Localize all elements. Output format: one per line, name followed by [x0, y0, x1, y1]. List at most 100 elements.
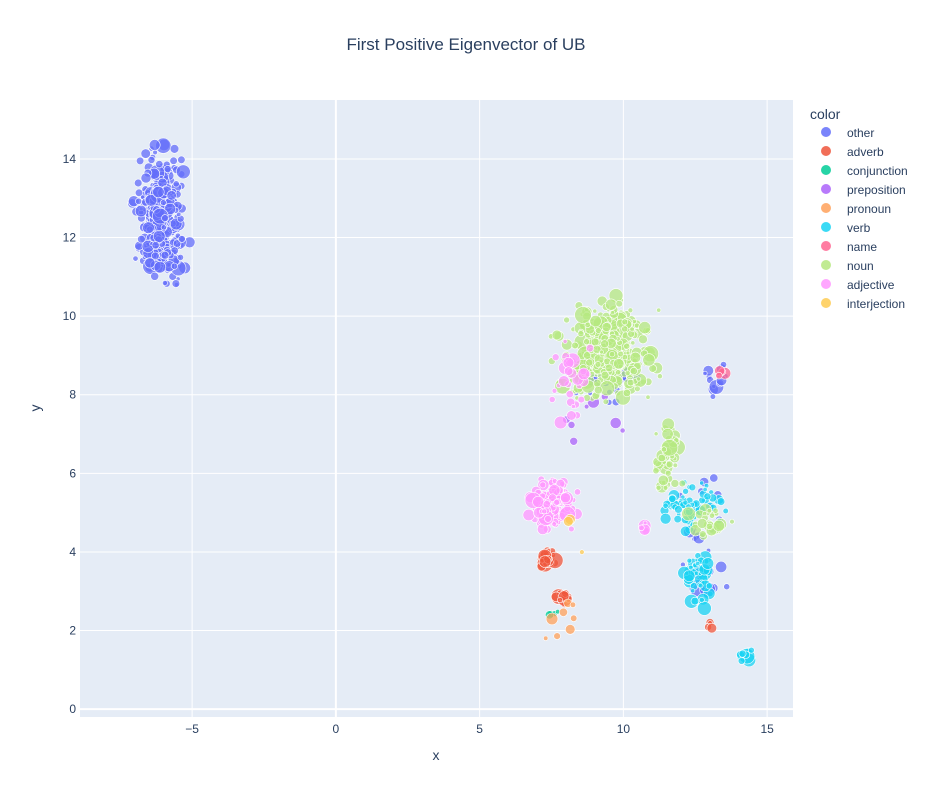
- data-point[interactable]: [134, 178, 143, 188]
- data-point[interactable]: [621, 318, 629, 326]
- data-point[interactable]: [148, 139, 161, 151]
- data-point[interactable]: [600, 339, 610, 349]
- data-point[interactable]: [682, 487, 689, 495]
- data-point[interactable]: [560, 492, 571, 504]
- data-point[interactable]: [571, 341, 579, 350]
- data-point[interactable]: [137, 235, 146, 244]
- data-point[interactable]: [142, 221, 155, 234]
- legend-item-pronoun[interactable]: pronoun: [821, 202, 891, 216]
- data-point[interactable]: [600, 370, 610, 380]
- data-point[interactable]: [701, 557, 714, 570]
- data-point[interactable]: [706, 508, 712, 514]
- data-point[interactable]: [610, 310, 616, 316]
- data-point[interactable]: [605, 298, 618, 311]
- data-point[interactable]: [699, 480, 705, 486]
- data-point[interactable]: [163, 165, 172, 173]
- data-point[interactable]: [577, 367, 590, 381]
- data-point[interactable]: [170, 262, 178, 270]
- data-point[interactable]: [594, 361, 602, 368]
- data-point[interactable]: [696, 518, 708, 529]
- data-point[interactable]: [678, 479, 686, 488]
- data-point[interactable]: [690, 596, 700, 606]
- data-point[interactable]: [551, 387, 558, 394]
- data-point[interactable]: [543, 635, 549, 641]
- data-point[interactable]: [702, 486, 708, 492]
- legend-item-adjective[interactable]: adjective: [821, 278, 895, 292]
- data-point[interactable]: [697, 601, 712, 616]
- data-point[interactable]: [160, 224, 167, 231]
- data-point[interactable]: [723, 583, 731, 591]
- data-point[interactable]: [664, 469, 672, 477]
- data-point[interactable]: [642, 353, 656, 367]
- data-point[interactable]: [169, 144, 180, 154]
- data-point[interactable]: [645, 394, 651, 400]
- data-point[interactable]: [592, 378, 602, 388]
- data-point[interactable]: [665, 460, 674, 469]
- data-point[interactable]: [626, 378, 635, 387]
- data-point[interactable]: [583, 403, 590, 410]
- data-point[interactable]: [574, 306, 592, 324]
- data-point[interactable]: [577, 395, 585, 404]
- data-point[interactable]: [564, 624, 576, 635]
- data-point[interactable]: [563, 516, 574, 527]
- data-point[interactable]: [655, 484, 662, 491]
- data-point[interactable]: [615, 369, 622, 376]
- data-point[interactable]: [622, 388, 632, 398]
- data-point[interactable]: [712, 507, 719, 514]
- data-point[interactable]: [634, 385, 641, 392]
- data-point[interactable]: [729, 518, 735, 525]
- data-point[interactable]: [568, 525, 575, 533]
- data-point[interactable]: [567, 420, 576, 429]
- data-point[interactable]: [657, 474, 669, 486]
- data-point[interactable]: [673, 514, 682, 524]
- data-point[interactable]: [642, 520, 648, 526]
- data-point[interactable]: [602, 398, 609, 405]
- data-point[interactable]: [652, 467, 660, 475]
- data-point[interactable]: [599, 349, 604, 355]
- data-point[interactable]: [621, 354, 629, 361]
- data-point[interactable]: [619, 427, 626, 434]
- data-point[interactable]: [570, 404, 576, 409]
- data-point[interactable]: [722, 507, 729, 515]
- data-point[interactable]: [688, 564, 694, 571]
- data-point[interactable]: [177, 253, 184, 261]
- data-point[interactable]: [672, 462, 678, 468]
- data-point[interactable]: [177, 155, 186, 164]
- data-point[interactable]: [577, 330, 585, 338]
- data-point[interactable]: [657, 373, 663, 380]
- data-point[interactable]: [176, 164, 191, 180]
- data-point[interactable]: [558, 607, 568, 617]
- data-point[interactable]: [680, 494, 686, 500]
- data-point[interactable]: [688, 483, 697, 492]
- data-point[interactable]: [702, 510, 708, 516]
- data-point[interactable]: [662, 485, 669, 491]
- data-point[interactable]: [617, 350, 624, 358]
- data-point[interactable]: [709, 473, 719, 483]
- data-point[interactable]: [621, 325, 629, 333]
- data-point[interactable]: [152, 185, 165, 199]
- data-point[interactable]: [553, 632, 561, 640]
- data-point[interactable]: [151, 241, 160, 250]
- data-point[interactable]: [171, 279, 181, 288]
- data-point[interactable]: [563, 316, 570, 324]
- data-point[interactable]: [132, 255, 139, 262]
- data-point[interactable]: [613, 358, 625, 370]
- data-point[interactable]: [553, 498, 560, 506]
- data-point[interactable]: [604, 363, 614, 373]
- data-point[interactable]: [595, 327, 602, 334]
- data-point[interactable]: [569, 436, 579, 446]
- data-point[interactable]: [702, 370, 708, 376]
- data-point[interactable]: [558, 375, 570, 388]
- data-point[interactable]: [152, 230, 166, 243]
- data-point[interactable]: [715, 372, 723, 380]
- data-point[interactable]: [178, 235, 186, 243]
- data-point[interactable]: [661, 427, 674, 440]
- data-point[interactable]: [176, 211, 182, 217]
- legend-item-conjunction[interactable]: conjunction: [821, 164, 908, 178]
- data-point[interactable]: [627, 307, 634, 314]
- data-point[interactable]: [166, 190, 177, 201]
- data-point[interactable]: [624, 370, 631, 376]
- data-point[interactable]: [690, 588, 696, 594]
- data-point[interactable]: [169, 156, 178, 165]
- data-point[interactable]: [674, 505, 683, 514]
